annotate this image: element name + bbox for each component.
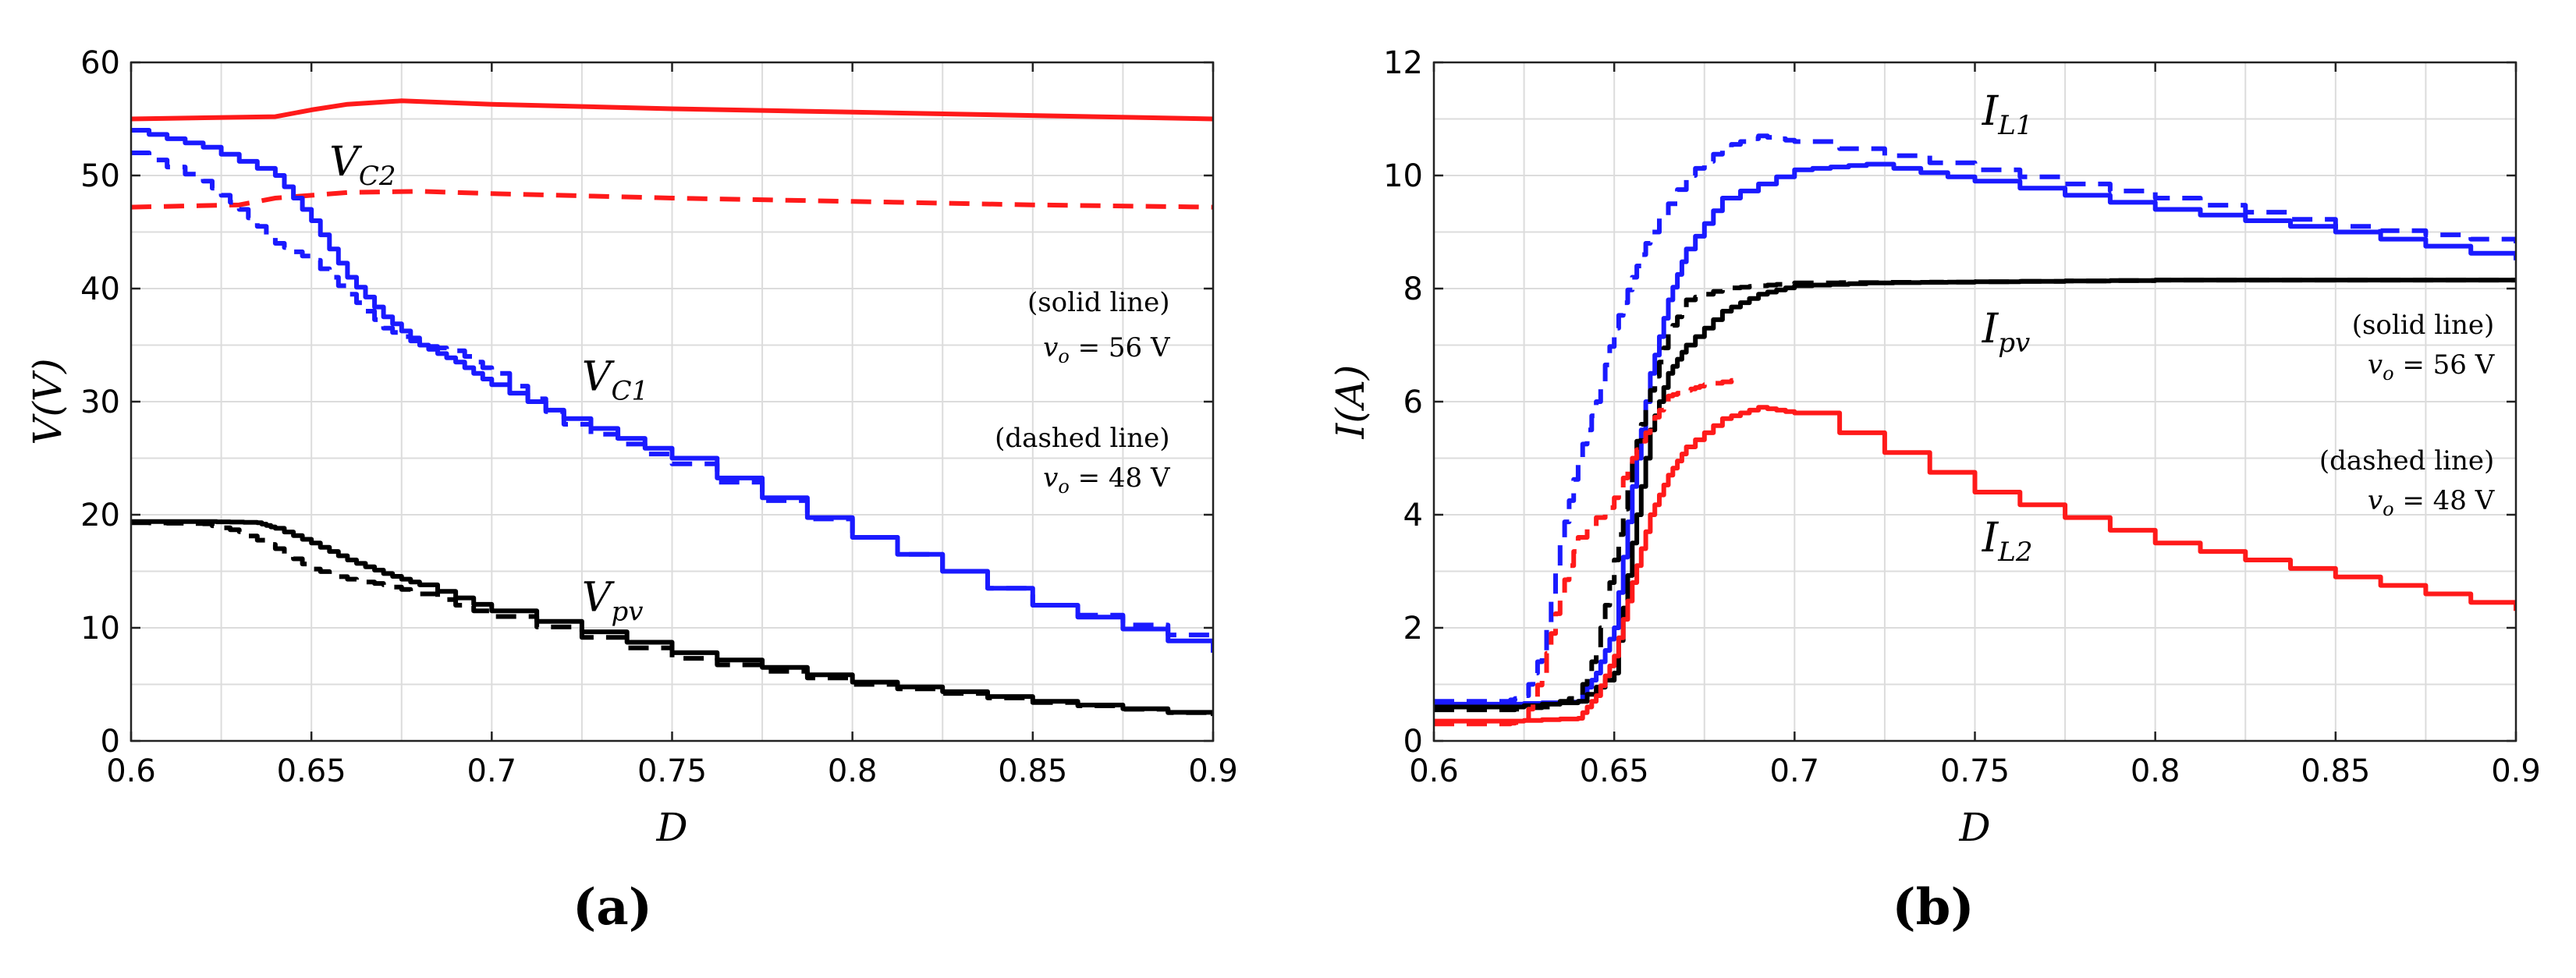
curve-label-main: I — [1982, 306, 1999, 353]
annotation-var: v — [1043, 462, 1058, 494]
y-tick-label: 20 — [80, 498, 120, 533]
curve-label-subscript: pv — [1998, 328, 2030, 359]
x-tick-label: 0.75 — [1940, 753, 2010, 789]
curve-label-subscript: L1 — [1997, 110, 2032, 141]
x-tick-label: 0.8 — [2131, 753, 2180, 789]
series-line-b-5 — [1434, 405, 2516, 724]
curve-label-subscript: C2 — [359, 161, 396, 192]
annotation-vo-value: vo = 56 V — [1043, 332, 1171, 367]
curve-label: Vpv — [582, 574, 644, 627]
y-tick-label: 0 — [1403, 724, 1423, 760]
x-tick-label: 0.85 — [998, 753, 1067, 789]
x-tick-label: 0.6 — [106, 753, 156, 789]
series-line-b-1 — [1434, 161, 2516, 707]
x-axis-label: D — [655, 805, 687, 850]
curve-label-subscript: C1 — [611, 376, 648, 407]
annotation-var-subscript: o — [2383, 363, 2393, 384]
y-axis-label: V(V) — [25, 358, 70, 445]
panel-label: (a) — [573, 878, 652, 937]
annotation-equation: = 56 V — [2394, 349, 2496, 381]
series-line-a-2 — [131, 128, 1213, 653]
curve-label: IL1 — [1982, 88, 2033, 141]
annotation-equation: = 48 V — [2394, 485, 2496, 516]
y-tick-label: 60 — [80, 45, 120, 81]
y-tick-label: 8 — [1403, 271, 1423, 307]
annotation-vo-value: vo = 48 V — [2368, 485, 2496, 520]
x-axis-label: D — [1958, 805, 1990, 850]
annotation-vo-value: vo = 48 V — [1043, 462, 1171, 498]
annotation-var-subscript: o — [1058, 345, 1069, 367]
x-tick-label: 0.7 — [467, 753, 517, 789]
series-line-a-3 — [131, 151, 1213, 645]
series-line-a-4 — [131, 519, 1213, 717]
annotation-vo-value: vo = 56 V — [2368, 349, 2496, 384]
curve-label-subscript: pv — [611, 596, 643, 627]
annotation-line-type: (solid line) — [2352, 310, 2495, 341]
series-line-a-0 — [131, 98, 1213, 122]
y-tick-label: 12 — [1383, 45, 1423, 81]
curve-label: VC1 — [582, 354, 648, 407]
series-line-b-2 — [1434, 278, 2516, 713]
curve-label-subscript: L2 — [1997, 537, 2032, 568]
x-tick-label: 0.65 — [1580, 753, 1649, 789]
y-axis-label: I(A) — [1328, 365, 1373, 440]
curve-label-main: V — [582, 574, 615, 621]
y-tick-label: 0 — [101, 724, 120, 760]
curve-label-main: I — [1982, 88, 1999, 135]
y-tick-label: 30 — [80, 384, 120, 420]
annotation-var-subscript: o — [1058, 476, 1069, 498]
y-tick-label: 4 — [1403, 498, 1423, 533]
series-line-a-5 — [131, 520, 1213, 717]
curve-label: IL2 — [1982, 515, 2033, 568]
x-tick-label: 0.7 — [1770, 753, 1820, 789]
x-tick-label: 0.75 — [637, 753, 707, 789]
curve-label-main: V — [582, 354, 615, 401]
curve-label-main: I — [1982, 515, 1999, 562]
annotation-var-subscript: o — [2383, 498, 2393, 520]
x-tick-label: 0.85 — [2301, 753, 2370, 789]
curve-label: VC2 — [329, 139, 396, 192]
annotation-line-type: (dashed line) — [995, 423, 1169, 454]
y-tick-label: 10 — [1383, 158, 1423, 194]
annotation-var: v — [2368, 485, 2383, 516]
curve-label-main: V — [329, 139, 362, 186]
panel-a-chart: 0.6 0.65 0.7 0.75 0.8 0.85 0.90102030405060DV(… — [25, 45, 1238, 937]
panel-label: (b) — [1892, 878, 1974, 937]
annotation-line-type: (solid line) — [1027, 287, 1170, 318]
series-line-b-4 — [1434, 377, 1743, 727]
panel-b-chart: 0.6 0.65 0.7 0.75 0.8 0.85 0.9024681012DI(A)IL… — [1328, 45, 2541, 937]
annotation-var: v — [2368, 349, 2383, 381]
x-tick-label: 0.6 — [1409, 753, 1459, 789]
annotation-var: v — [1043, 332, 1058, 363]
x-tick-label: 0.8 — [828, 753, 878, 789]
y-tick-label: 50 — [80, 158, 120, 194]
curve-label: Ipv — [1982, 306, 2031, 359]
x-tick-label: 0.9 — [1188, 753, 1238, 789]
y-tick-label: 6 — [1403, 384, 1423, 420]
x-tick-label: 0.9 — [2491, 753, 2541, 789]
x-tick-label: 0.65 — [277, 753, 346, 789]
y-tick-label: 10 — [80, 611, 120, 647]
annotation-equation: = 48 V — [1070, 462, 1171, 494]
annotation-line-type: (dashed line) — [2319, 445, 2494, 477]
y-tick-label: 2 — [1403, 611, 1423, 647]
annotation-equation: = 56 V — [1070, 332, 1171, 363]
y-tick-label: 40 — [80, 271, 120, 307]
series-line-b-0 — [1434, 133, 2516, 704]
